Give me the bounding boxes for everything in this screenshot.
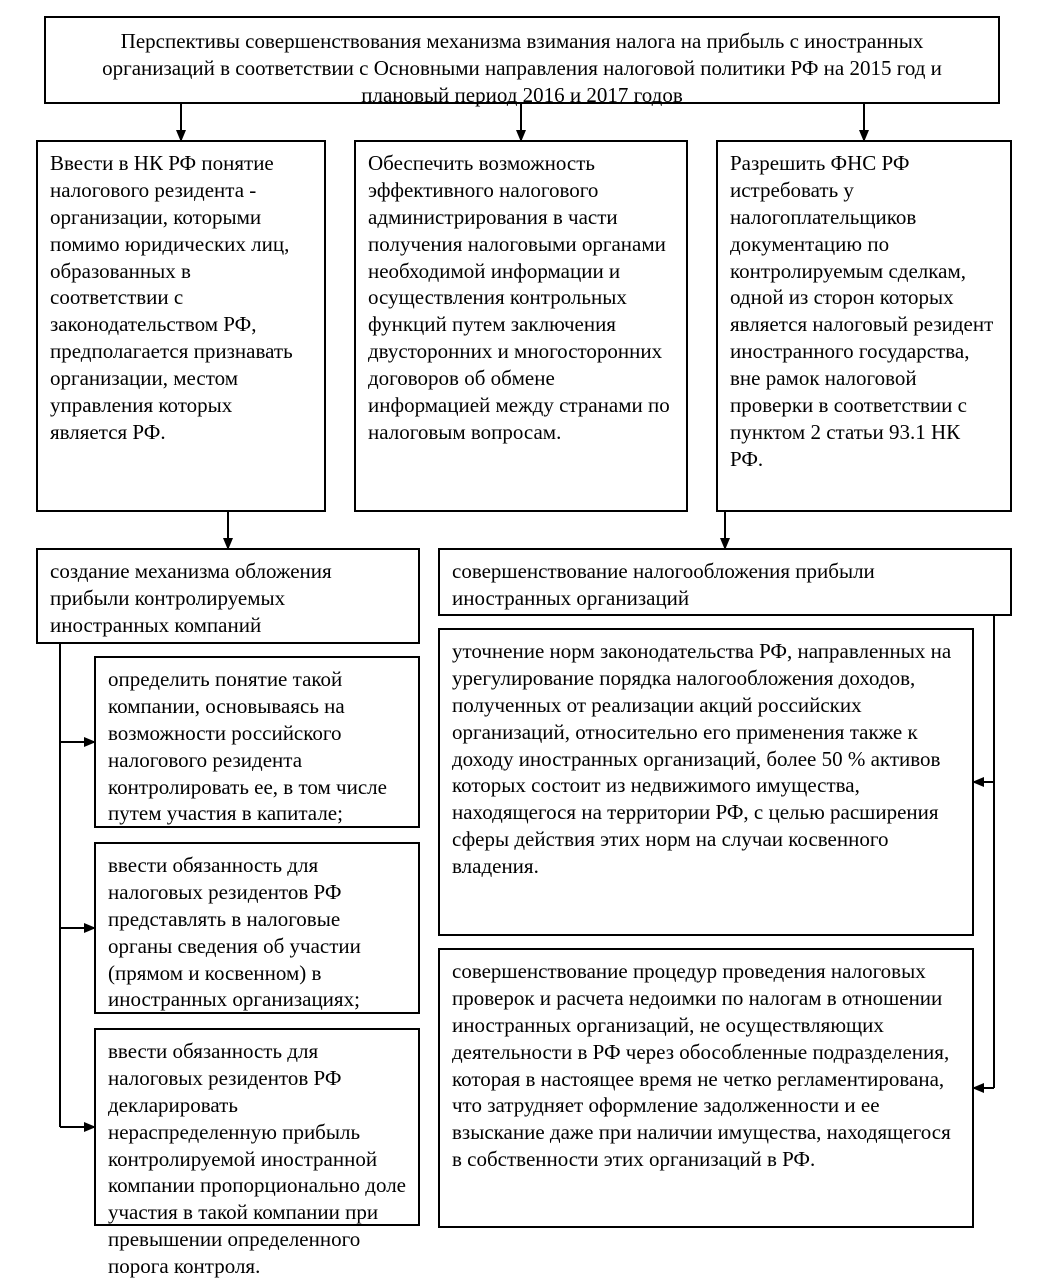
- row2-left-header: создание механизма обложения прибыли кон…: [36, 548, 420, 644]
- left-item-2: ввести обязанность для налоговых резиден…: [94, 842, 420, 1014]
- left-item-1: определить понятие такой компании, основ…: [94, 656, 420, 828]
- right-item-2: совершенствование процедур проведения на…: [438, 948, 974, 1228]
- right-item-1: уточнение норм законодательства РФ, напр…: [438, 628, 974, 936]
- title-box: Перспективы совершенствования механизма …: [44, 16, 1000, 104]
- left-item-3: ввести обязанность для налоговых резиден…: [94, 1028, 420, 1226]
- row2-right-header: совершенствование налогообложения прибыл…: [438, 548, 1012, 616]
- diagram-canvas: Перспективы совершенствования механизма …: [0, 0, 1042, 1238]
- row1-box-1: Ввести в НК РФ понятие налогового резиде…: [36, 140, 326, 512]
- row1-box-2: Обеспечить возможность эффективного нало…: [354, 140, 688, 512]
- row1-box-3: Разрешить ФНС РФ истребовать у налогопла…: [716, 140, 1012, 512]
